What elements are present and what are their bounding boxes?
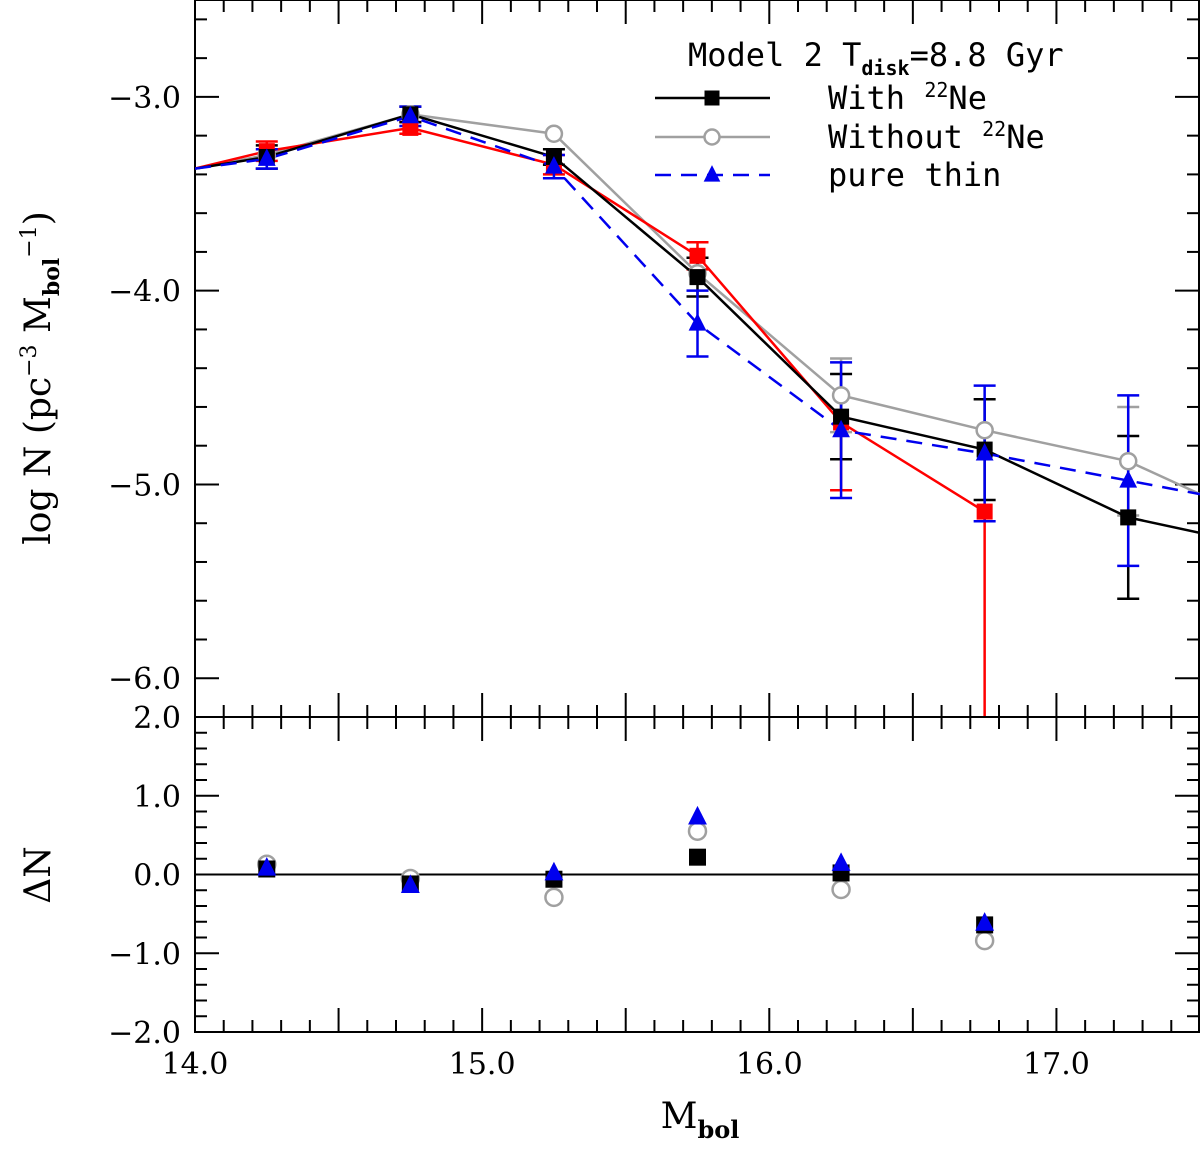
legend-label-with-22ne: With 22Ne bbox=[828, 78, 987, 117]
y-tick-label: 0.0 bbox=[133, 859, 181, 894]
data-point-pure-thin bbox=[257, 148, 276, 166]
residual-point-pure-thin bbox=[831, 852, 851, 871]
y-axis-title-part: −3 bbox=[17, 344, 42, 376]
residual-point-pure-thin bbox=[257, 857, 277, 876]
top-plot-frame bbox=[194, 0, 1200, 718]
data-point-pure-thin bbox=[401, 105, 420, 124]
title-t-sub: disk bbox=[861, 56, 909, 80]
y-tick-label: 2.0 bbox=[133, 701, 181, 736]
y-tick-label: −5.0 bbox=[108, 468, 181, 503]
legend-label-without-22ne: Without 22Ne bbox=[828, 117, 1045, 156]
data-point-pure-thin bbox=[545, 156, 563, 174]
x-tick-label: 14.0 bbox=[162, 1047, 229, 1082]
x-tick-label: 16.0 bbox=[736, 1047, 803, 1082]
legend-label-end: Ne bbox=[948, 79, 987, 117]
top-plot-area bbox=[195, 105, 1200, 717]
y-axis-title-top: log N (pc−3 Mbol−1) bbox=[17, 211, 65, 545]
data-point-observed bbox=[976, 503, 993, 520]
data-point-with-22ne bbox=[1120, 509, 1137, 526]
title-t: T bbox=[842, 36, 861, 74]
y-tick-label: −4.0 bbox=[108, 275, 181, 310]
residual-point-without-22ne bbox=[831, 879, 851, 900]
residual-point-without-22ne bbox=[974, 930, 995, 951]
legend-label-sup: 22 bbox=[924, 78, 948, 102]
residual-point-pure-thin bbox=[688, 805, 707, 825]
x-tick-label: 17.0 bbox=[1023, 1047, 1090, 1082]
x-tick-label: 15.0 bbox=[449, 1047, 516, 1082]
x-axis-title: Mbol bbox=[661, 1096, 740, 1144]
y-axis-title-part: log N (pc bbox=[18, 377, 59, 545]
data-point-pure-thin bbox=[1119, 470, 1138, 488]
chart-title: Model 2 Tdisk=8.8 Gyr bbox=[688, 36, 1064, 80]
y-axis-title-bottom: ΔN bbox=[18, 846, 59, 904]
residual-point-with-22ne bbox=[689, 848, 706, 866]
data-point-pure-thin bbox=[832, 419, 850, 438]
y-tick-label: −1.0 bbox=[108, 937, 181, 972]
residual-point-without-22ne bbox=[544, 887, 564, 908]
data-point-with-22ne bbox=[833, 408, 850, 425]
legend-label-main: With bbox=[828, 79, 924, 117]
data-point-without-22ne bbox=[975, 420, 994, 440]
y-tick-label: −2.0 bbox=[108, 1016, 181, 1051]
legend-marker bbox=[704, 90, 720, 106]
legend-label-end: Ne bbox=[1006, 118, 1045, 156]
y-axis-title-part: M bbox=[18, 296, 59, 344]
bottom-panel: −2.0 −1.0 0.0 1.0 2.0 14.0 15.0 16.0 17.0 bbox=[108, 701, 1200, 1082]
data-point-without-22ne bbox=[831, 386, 851, 405]
data-point-without-22ne bbox=[1118, 451, 1138, 471]
legend-marker bbox=[703, 128, 721, 146]
y-tick-label: −3.0 bbox=[108, 81, 181, 116]
y-axis-title-part: bol bbox=[39, 258, 65, 296]
title-model: Model 2 bbox=[688, 36, 842, 74]
legend-label-main: Without bbox=[828, 118, 982, 156]
y-tick-label: 1.0 bbox=[133, 780, 181, 815]
residual-point-pure-thin bbox=[975, 912, 995, 931]
data-point-without-22ne bbox=[544, 124, 564, 143]
legend-label-sup: 22 bbox=[982, 117, 1006, 141]
x-axis-title-sub: bol bbox=[697, 1115, 739, 1144]
y-axis-title-part: −1 bbox=[17, 225, 42, 257]
data-point-observed bbox=[402, 119, 419, 136]
title-rest: =8.8 Gyr bbox=[910, 36, 1064, 74]
data-point-pure-thin bbox=[975, 442, 994, 461]
residual-point-pure-thin bbox=[544, 861, 564, 881]
data-point-pure-thin bbox=[688, 313, 707, 331]
x-axis-title-main: M bbox=[661, 1096, 698, 1137]
legend-label-main: pure thin bbox=[828, 156, 1001, 194]
residual-point-without-22ne bbox=[687, 821, 708, 841]
legend-label-pure-thin: pure thin bbox=[828, 156, 1001, 194]
y-tick-label: −6.0 bbox=[108, 662, 181, 697]
legend-marker bbox=[703, 165, 721, 182]
residual-point-pure-thin bbox=[400, 874, 420, 893]
data-point-with-22ne bbox=[689, 269, 706, 286]
data-point-observed bbox=[689, 247, 706, 264]
top-panel: −3.0 −4.0 −5.0 −6.0 bbox=[108, 0, 1200, 718]
y-axis-title-part: ) bbox=[18, 211, 59, 225]
